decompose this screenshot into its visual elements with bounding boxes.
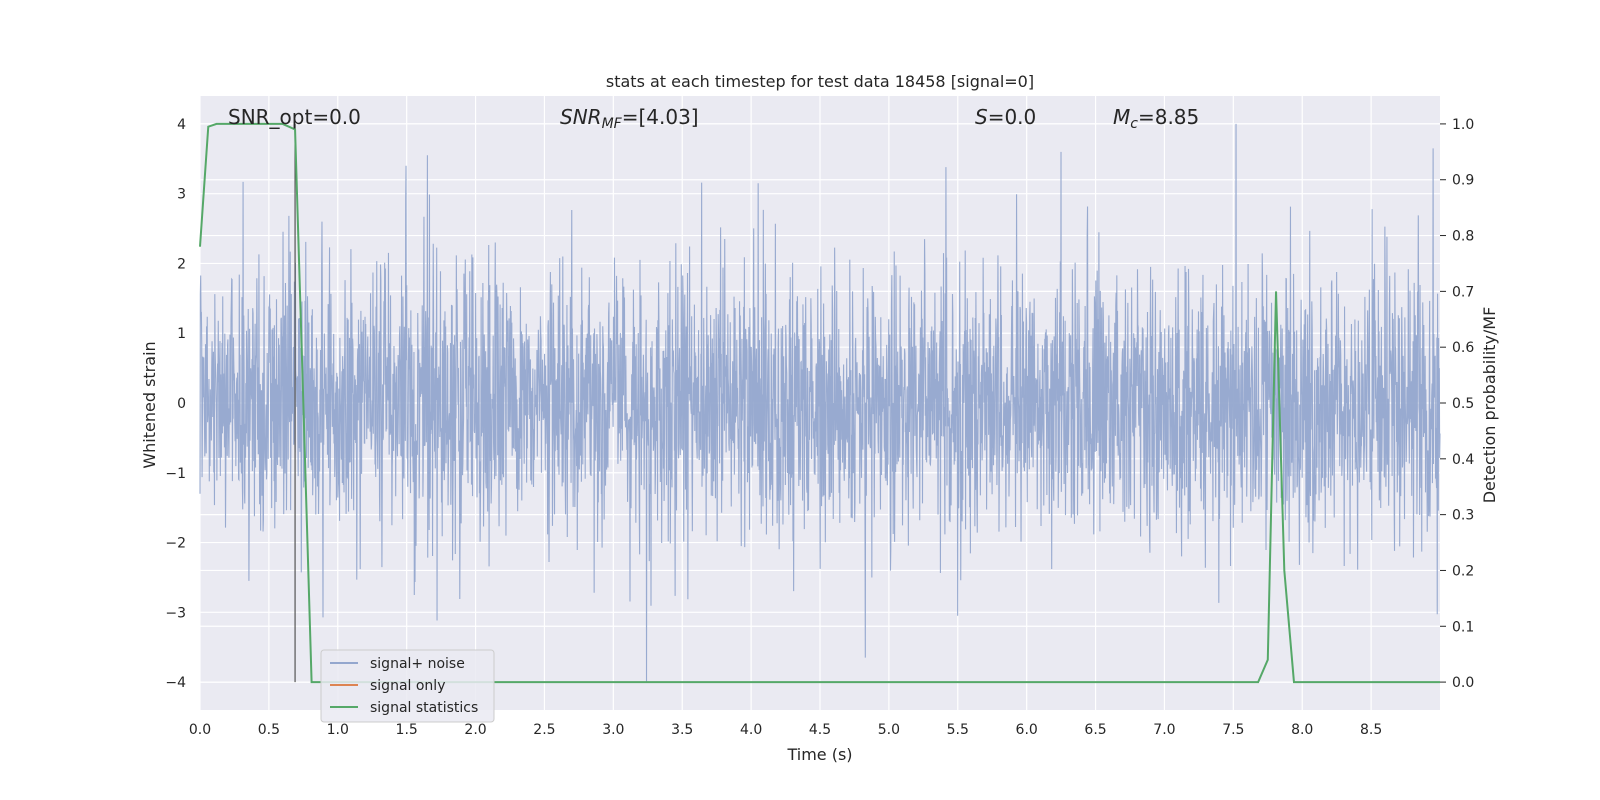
x-axis-label: Time (s) xyxy=(786,745,852,764)
x-tick-label: 6.0 xyxy=(1016,722,1038,738)
y-tick-label-left: 1 xyxy=(177,326,186,342)
annotation-s: S=0.0 xyxy=(975,105,1036,129)
x-tick-label: 4.0 xyxy=(740,722,762,738)
y-tick-label-right: 0.9 xyxy=(1452,173,1474,189)
y-tick-label-left: 2 xyxy=(177,256,186,272)
chart-title: stats at each timestep for test data 184… xyxy=(606,72,1034,91)
y-tick-label-left: 3 xyxy=(177,187,186,203)
annotation-mc: Mc=8.85 xyxy=(1113,105,1199,132)
y-ticks-right: 1.0 0.9 0.8 0.7 0.6 0.5 0.4 0.3 0.2 0.1 0.0 xyxy=(1440,117,1474,691)
legend-box xyxy=(320,649,495,723)
x-tick-label: 7.5 xyxy=(1222,722,1244,738)
legend: signal+ noise signal only signal statist… xyxy=(320,649,495,723)
y-tick-label-right: 0.5 xyxy=(1452,396,1474,412)
noise-series xyxy=(199,123,1441,683)
y-tick-label-right: 0.4 xyxy=(1452,452,1474,468)
x-tick-label: 2.5 xyxy=(533,722,555,738)
y-tick-label-right: 0.1 xyxy=(1452,619,1474,635)
x-tick-label: 7.0 xyxy=(1153,722,1175,738)
y-tick-label-right: 0.8 xyxy=(1452,229,1474,245)
y-axis-label-left: Whitened strain xyxy=(140,341,159,468)
x-tick-label: 2.0 xyxy=(464,722,486,738)
series-line-signal-statistics xyxy=(199,122,1440,684)
legend-label-noise: signal+ noise xyxy=(370,656,465,672)
x-tick-label: 1.5 xyxy=(396,722,418,738)
x-tick-label: 5.5 xyxy=(947,722,969,738)
statistics-series xyxy=(199,122,1440,684)
annotation-snr-opt: SNR_opt=0.0 xyxy=(228,105,361,129)
y-tick-label-right: 0.7 xyxy=(1452,284,1474,300)
y-tick-label-right: 0.2 xyxy=(1452,563,1474,579)
y-tick-label-left: −2 xyxy=(165,536,186,552)
series-line-signal-noise xyxy=(199,123,1441,683)
y-tick-label-left: −3 xyxy=(165,605,186,621)
x-tick-label: 3.0 xyxy=(602,722,624,738)
y-tick-label-right: 1.0 xyxy=(1452,117,1474,133)
y-ticks-left: 4 3 2 1 0 −1 −2 −3 −4 xyxy=(165,117,186,691)
legend-label-signal-only: signal only xyxy=(370,678,445,694)
y-tick-label-left: 4 xyxy=(177,117,186,133)
y-tick-label-right: 0.0 xyxy=(1452,675,1474,691)
x-tick-label: 0.5 xyxy=(258,722,280,738)
x-tick-label: 6.5 xyxy=(1084,722,1106,738)
x-ticks: 0.0 0.5 1.0 1.5 2.0 2.5 3.0 3.5 4.0 4.5 5.0 5.5 6.0 6… xyxy=(189,722,1382,738)
x-tick-label: 8.5 xyxy=(1360,722,1382,738)
y-axis-label-right: Detection probability/MF xyxy=(1480,307,1499,504)
legend-label-statistics: signal statistics xyxy=(370,700,478,716)
x-tick-label: 4.5 xyxy=(809,722,831,738)
y-tick-label-left: 0 xyxy=(177,396,186,412)
y-tick-label-right: 0.6 xyxy=(1452,340,1474,356)
annotation-snr-mf: SNRMF=[4.03] xyxy=(560,105,699,132)
x-tick-label: 3.5 xyxy=(671,722,693,738)
x-tick-label: 5.0 xyxy=(878,722,900,738)
x-tick-label: 8.0 xyxy=(1291,722,1313,738)
y-tick-label-left: −4 xyxy=(165,675,186,691)
x-tick-label: 0.0 xyxy=(189,722,211,738)
x-tick-label: 1.0 xyxy=(327,722,349,738)
y-tick-label-right: 0.3 xyxy=(1452,508,1474,524)
y-tick-label-left: −1 xyxy=(165,466,186,482)
